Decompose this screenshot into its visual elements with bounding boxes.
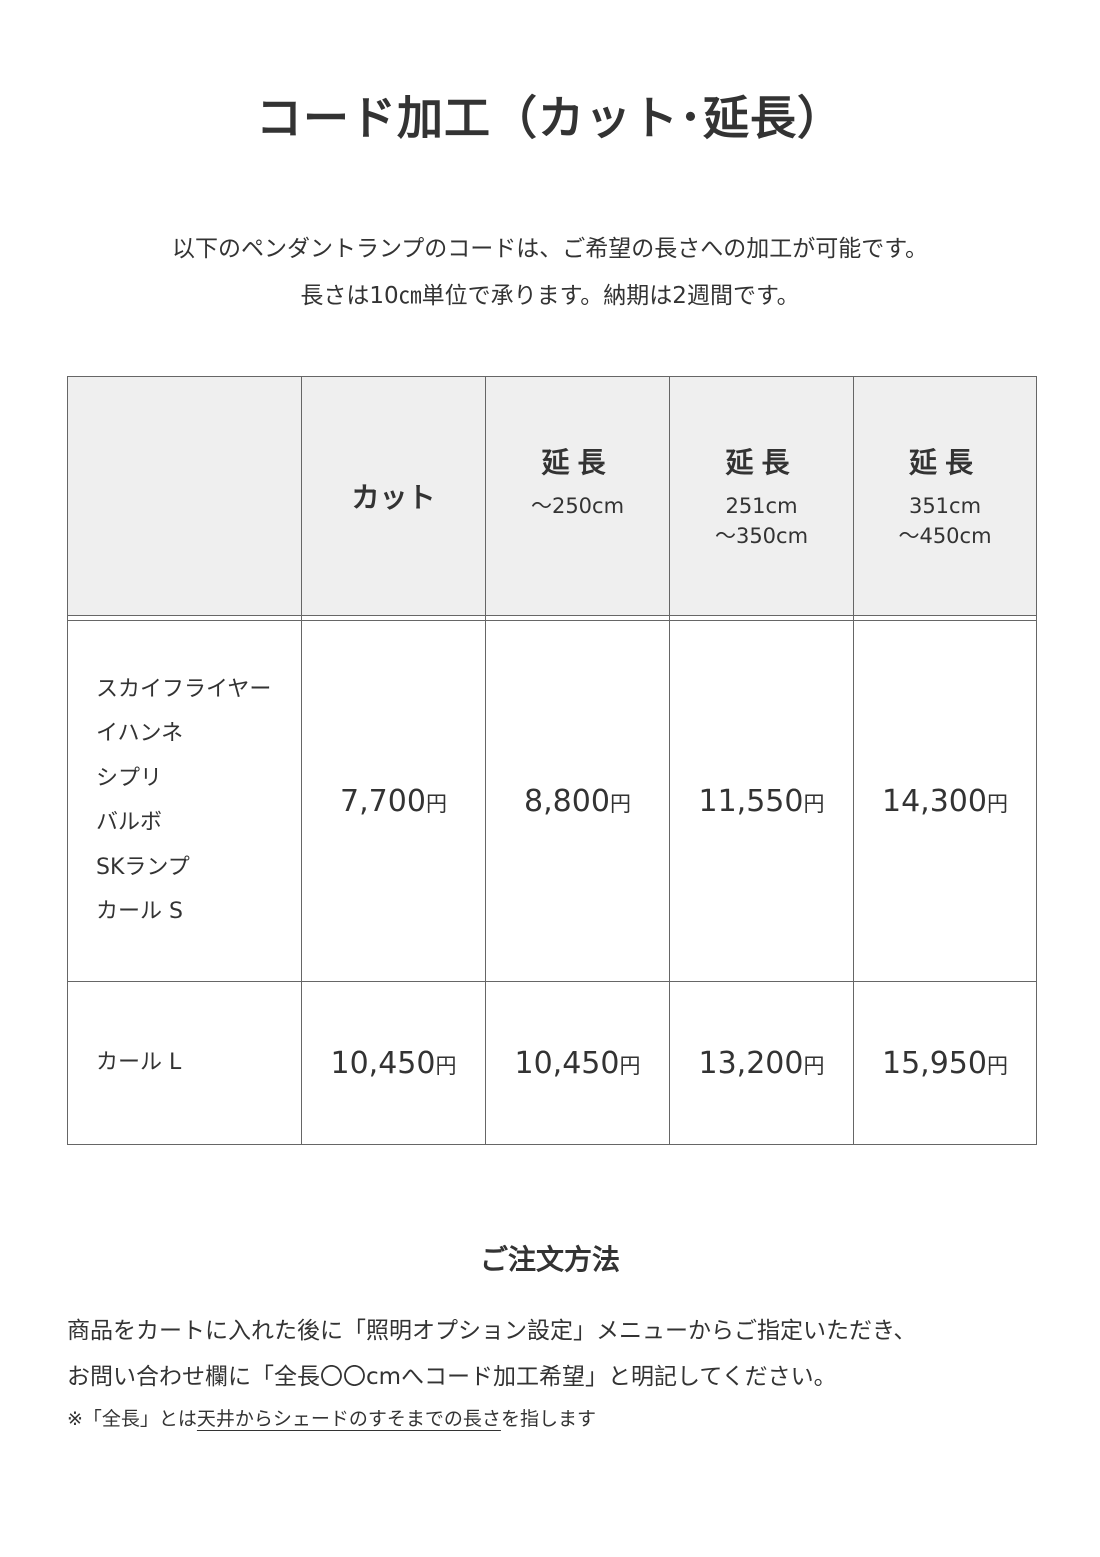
intro-text: 以下のペンダントランプのコードは、ご希望の長さへの加工が可能です。 長さは10㎝… [0, 226, 1100, 320]
header-empty [67, 376, 302, 616]
price-cell: 15,950円 [853, 981, 1037, 1145]
table-row: スカイフライヤー イハンネ シプリ バルボ SKランプ カール S 7,700円… [67, 620, 1037, 982]
order-heading: ご注文方法 [479, 1243, 620, 1276]
header-label: 延長 [541, 446, 614, 479]
product-name: SKランプ [96, 854, 190, 880]
product-name: スカイフライヤー [96, 676, 272, 702]
table-row: カール L 10,450円 10,450円 13,200円 15,950円 [67, 981, 1037, 1145]
intro-line: 以下のペンダントランプのコードは、ご希望の長さへの加工が可能です。 [171, 236, 928, 262]
price-cell: 8,800円 [485, 620, 670, 982]
header-range: 351cm [908, 494, 982, 518]
header-extend-450: 延長 351cm ～450cm [853, 376, 1037, 616]
price-table: カット 延長 ～250cm 延長 251cm ～350cm 延長 351cm ～450cm… [67, 376, 1037, 1145]
order-line: 商品をカートに入れた後に「照明オプション設定」メニューからご指定いただき、 [67, 1318, 917, 1344]
product-list: カール L [67, 981, 302, 1145]
header-label: カット [351, 481, 436, 514]
order-note: ※「全長」とは天井からシェードのすそまでの長さを指します [67, 1408, 596, 1430]
product-list: スカイフライヤー イハンネ シプリ バルボ SKランプ カール S [67, 620, 302, 982]
header-range: ～450cm [898, 524, 992, 548]
header-range: 251cm [725, 494, 798, 518]
header-extend-350: 延長 251cm ～350cm [669, 376, 854, 616]
intro-line: 長さは10㎝単位で承ります。納期は2週間です。 [300, 283, 800, 309]
price-cell: 11,550円 [669, 620, 854, 982]
order-line: お問い合わせ欄に「全長〇〇cmへコード加工希望」と明記してください。 [67, 1364, 837, 1390]
price-cell: 10,450円 [485, 981, 670, 1145]
product-name: カール L [96, 1049, 182, 1075]
header-label: 延長 [725, 446, 798, 479]
product-name: シプリ [96, 765, 163, 791]
price-cell: 13,200円 [669, 981, 854, 1145]
price-cell: 14,300円 [853, 620, 1037, 982]
product-name: イハンネ [96, 721, 184, 746]
page-title: コード加工（カット･延長） [256, 91, 844, 145]
header-range: ～250cm [530, 494, 625, 518]
header-label: 延長 [908, 446, 981, 479]
price-cell: 7,700円 [301, 620, 486, 982]
header-row: カット 延長 ～250cm 延長 251cm ～350cm 延長 351cm ～450cm [67, 376, 1037, 616]
order-instructions: 商品をカートに入れた後に「照明オプション設定」メニューからご指定いただき、 お問… [67, 1308, 916, 1400]
header-cut: カット [301, 376, 486, 616]
price-cell: 10,450円 [301, 981, 486, 1145]
header-range: ～350cm [714, 524, 809, 548]
product-name: カール S [96, 899, 183, 924]
product-name: バルボ [96, 810, 163, 835]
header-extend-250: 延長 ～250cm [485, 376, 670, 616]
